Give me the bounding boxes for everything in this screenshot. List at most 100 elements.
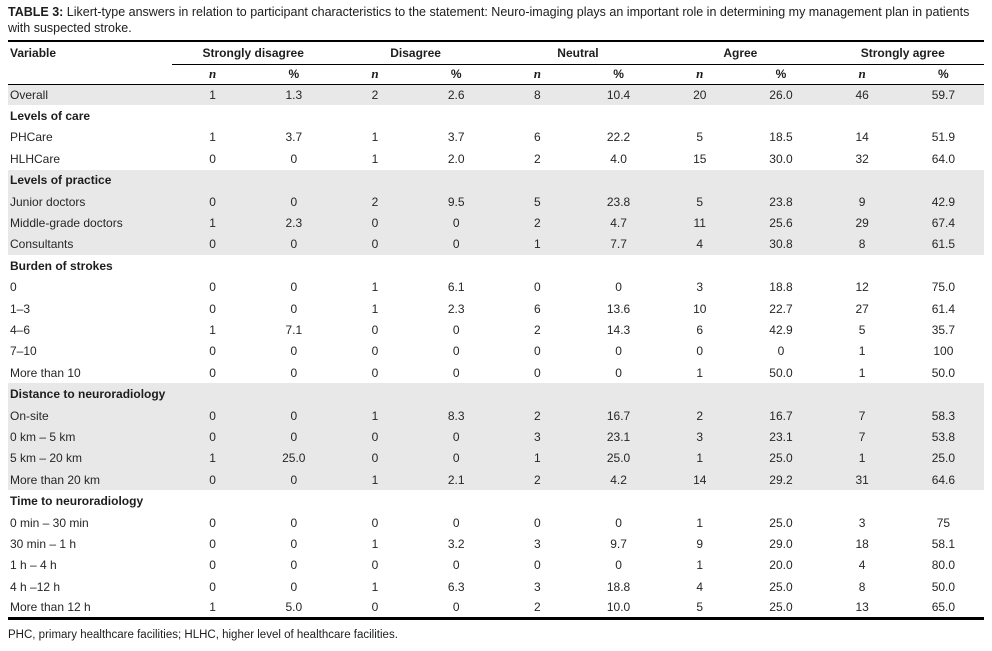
cell-value: 0 (534, 515, 541, 530)
cell-value (172, 105, 253, 126)
cell-value (497, 170, 578, 191)
cell-value: 2 (534, 216, 541, 231)
cell-value: 10.4 (606, 87, 631, 102)
cell-value: 4.0 (610, 151, 627, 166)
cell-value (416, 170, 497, 191)
cell-value: 14 (693, 472, 707, 487)
column-group-neutral: Neutral (496, 41, 660, 65)
section-header-row: Burden of strokes (8, 255, 984, 276)
row-label: 0 min – 30 min (10, 515, 89, 530)
cell-value: 2.0 (447, 151, 465, 166)
cell-value: 1 (371, 301, 379, 316)
cell-value: 1 (696, 558, 704, 573)
table-row: Consultants 0 0 0 0 1 7.7 4 30.8 8 61.5 (8, 233, 984, 256)
cell-value: 6.1 (447, 280, 465, 295)
cell-value: 0 (209, 472, 216, 487)
cell-value: 12 (855, 280, 869, 295)
table-caption-text: Likert-type answers in relation to parti… (8, 5, 970, 35)
cell-value (903, 383, 984, 404)
cell-value: 0 (615, 344, 622, 359)
cell-value: 2 (534, 322, 541, 337)
cell-value: 16.7 (769, 408, 793, 423)
cell-value (416, 105, 497, 126)
cell-value: 2.1 (447, 472, 465, 487)
cell-value: 0 (534, 365, 541, 380)
cell-value: 7 (858, 429, 866, 444)
cell-value: 20.0 (769, 558, 793, 573)
cell-value: 5 (858, 322, 866, 337)
cell-value: 58.3 (931, 408, 956, 423)
table-caption-label: TABLE 3: (8, 5, 64, 19)
cell-value: 0 (290, 579, 298, 594)
cell-value: 8 (534, 87, 541, 102)
cell-value: 13.6 (606, 301, 631, 316)
cell-value: 1 (696, 451, 704, 466)
section-label: Burden of strokes (10, 258, 113, 273)
cell-value: 2 (534, 408, 541, 423)
cell-value: 0 (777, 344, 785, 359)
section-header-row: Levels of care (8, 105, 984, 126)
cell-value: 1 (371, 536, 379, 551)
cell-value: 11 (693, 216, 706, 231)
cell-value: 0 (371, 429, 379, 444)
cell-value: 0 (209, 301, 216, 316)
cell-value: 3 (696, 280, 704, 295)
cell-value (578, 255, 659, 276)
table-footnote: PHC, primary healthcare facilities; HLHC… (8, 629, 398, 642)
cell-value: 25.6 (769, 216, 793, 231)
cell-value: 0 (452, 600, 460, 615)
cell-value (416, 383, 497, 404)
cell-value: 3 (534, 429, 541, 444)
cell-value: 64.6 (931, 472, 956, 487)
cell-value: 0 (290, 558, 298, 573)
cell-value: 4 (858, 558, 866, 573)
cell-value: 0 (615, 280, 622, 295)
cell-value (740, 170, 821, 191)
cell-value: 3.7 (447, 130, 465, 145)
cell-value: 18.8 (606, 579, 631, 594)
row-label: PHCare (10, 130, 53, 145)
cell-value: 4.7 (610, 216, 627, 231)
cell-value: 14 (855, 130, 869, 145)
cell-value: 23.1 (606, 429, 631, 444)
row-label: Overall (10, 87, 49, 102)
cell-value: 1 (858, 344, 866, 359)
cell-value: 0 (452, 237, 460, 252)
table-row: 5 km – 20 km 1 25.0 0 0 1 25.0 1 25.0 1 25.0 (8, 447, 984, 470)
cell-value (253, 490, 334, 511)
cell-value: 18.5 (769, 130, 793, 145)
cell-value (253, 255, 334, 276)
section-label: Time to neuroradiology (10, 494, 144, 509)
cell-value: 29.0 (769, 536, 793, 551)
cell-value (253, 383, 334, 404)
cell-value (822, 105, 903, 126)
cell-value: 7 (858, 408, 866, 423)
cell-value: 20 (693, 87, 707, 102)
cell-value: 1 (209, 216, 216, 231)
table-row: 0 km – 5 km 0 0 0 0 3 23.1 3 23.1 7 53.8 (8, 426, 984, 448)
cell-value: 8.3 (447, 408, 465, 423)
cell-value: 1 (696, 515, 704, 530)
column-header-percent: % (577, 64, 660, 85)
cell-value (822, 490, 903, 511)
cell-value: 30.0 (769, 151, 793, 166)
cell-value: 0 (290, 365, 298, 380)
table-row: 4–6 1 7.1 0 0 2 14.3 6 42.9 5 35.7 (8, 319, 984, 340)
cell-value: 1 (209, 322, 216, 337)
cell-value: 3.2 (447, 536, 465, 551)
row-label: On-site (10, 408, 49, 423)
table-row: 4 h –12 h 0 0 1 6.3 3 18.8 4 25.0 8 50.0 (8, 576, 984, 597)
cell-value: 1 (371, 579, 379, 594)
cell-value (740, 105, 821, 126)
cell-value: 5 (696, 600, 704, 615)
row-label: 4 h –12 h (10, 579, 61, 594)
row-label: Consultants (10, 237, 74, 252)
cell-value: 42.9 (769, 322, 793, 337)
row-label: More than 20 km (10, 472, 101, 487)
cell-value: 32 (855, 151, 869, 166)
subheader-spacer (8, 64, 173, 85)
cell-value: 9 (858, 194, 866, 209)
cell-value: 0 (452, 216, 460, 231)
column-header-n: n (659, 64, 741, 85)
